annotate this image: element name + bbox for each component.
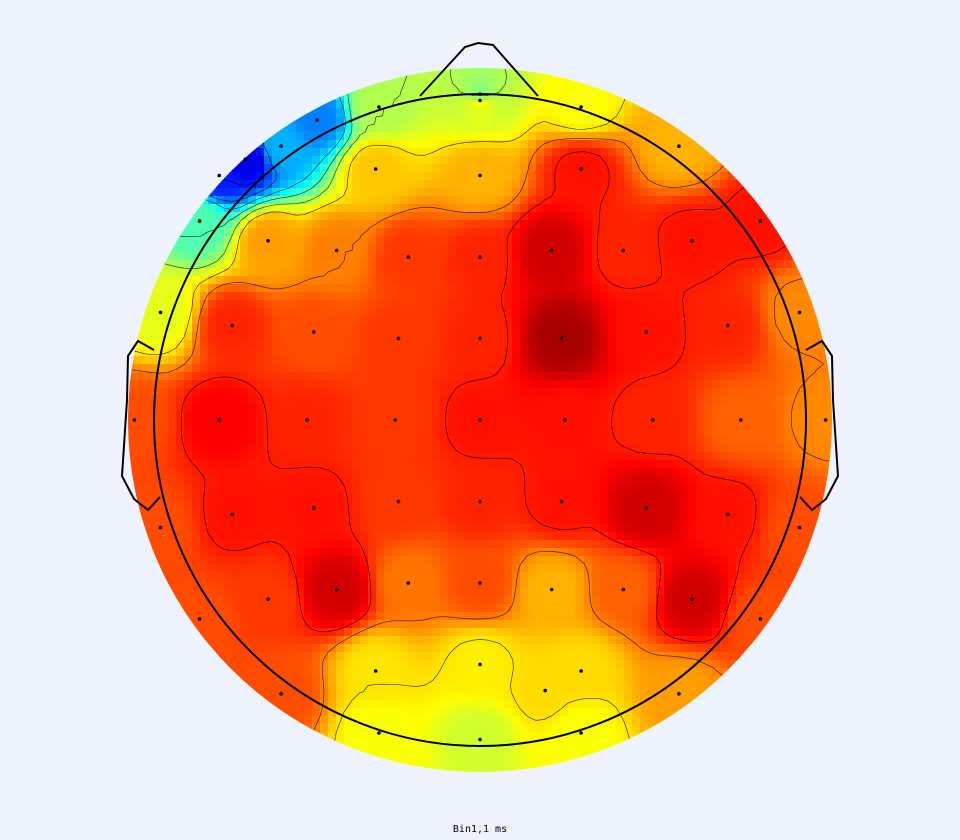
electrode-marker [334, 248, 339, 253]
electrode-marker [677, 144, 681, 148]
electrode-marker [217, 173, 221, 178]
electrode-marker [579, 167, 583, 171]
electrode-marker [478, 336, 482, 341]
electrode-marker [217, 418, 221, 422]
electrode-marker [230, 512, 234, 517]
electrode-marker [651, 418, 655, 422]
electrode-marker [132, 418, 137, 422]
electrode-marker [478, 173, 482, 178]
electrode-marker [158, 310, 163, 315]
electrode-marker [305, 418, 310, 422]
electrode-marker [690, 238, 694, 243]
electrode-marker [478, 581, 482, 585]
right-ear-outline [799, 339, 840, 512]
electrode-marker [266, 597, 270, 602]
electrode-marker [549, 587, 554, 592]
nose-outline [419, 41, 539, 97]
electrode-marker [690, 597, 694, 602]
electrode-marker [478, 499, 482, 504]
electrode-marker [644, 330, 649, 334]
electrode-marker [396, 499, 401, 504]
electrode-marker [478, 737, 482, 742]
electrode-marker [579, 669, 583, 673]
electrode-marker [478, 255, 482, 259]
electrode-marker [559, 499, 564, 504]
electrode-marker [334, 587, 339, 592]
left-ear-outline [120, 339, 161, 512]
electrode-marker [230, 323, 234, 328]
electrode-marker [563, 418, 567, 422]
electrode-marker [677, 692, 681, 696]
electrode-marker [758, 219, 763, 223]
plot-caption: Bin1,1 ms [452, 824, 508, 835]
electrode-marker [478, 418, 482, 422]
electrode-marker [726, 512, 730, 517]
electrode-marker [266, 238, 270, 243]
electrode-marker [549, 248, 554, 253]
electrode-marker [823, 418, 828, 422]
electrode-marker [243, 157, 248, 161]
electrode-marker [311, 330, 316, 334]
electrode-marker [644, 506, 649, 510]
contour-line [180, 151, 810, 643]
electrode-marker [559, 336, 564, 341]
electrode-marker [621, 587, 626, 592]
electrode-marker [797, 525, 802, 530]
scalp-topography-plot [120, 41, 840, 772]
electrode-markers [132, 92, 828, 742]
electrode-marker [377, 731, 381, 735]
electrode-marker [393, 418, 398, 422]
electrode-marker [406, 255, 411, 259]
electrode-marker [758, 617, 763, 621]
electrode-marker [726, 323, 730, 328]
electrode-marker [579, 731, 583, 735]
electrode-marker [543, 688, 547, 693]
electrode-marker [797, 310, 802, 315]
electrode-marker [315, 118, 319, 122]
electrode-marker [377, 105, 381, 109]
electrode-marker [279, 692, 283, 696]
electrode-marker [158, 525, 163, 530]
electrode-marker [621, 248, 626, 253]
electrode-marker [197, 617, 202, 621]
electrode-marker [396, 336, 401, 341]
electrode-marker [373, 669, 378, 673]
electrode-marker [406, 581, 411, 585]
electrode-marker [311, 506, 316, 510]
electrode-marker [739, 418, 743, 422]
electrode-marker [478, 662, 482, 667]
electrode-marker [373, 167, 378, 171]
electrode-marker [478, 98, 482, 103]
electrode-marker [279, 144, 283, 148]
electrode-marker [579, 105, 583, 109]
electrode-marker [478, 92, 482, 96]
electrode-marker [197, 219, 202, 223]
